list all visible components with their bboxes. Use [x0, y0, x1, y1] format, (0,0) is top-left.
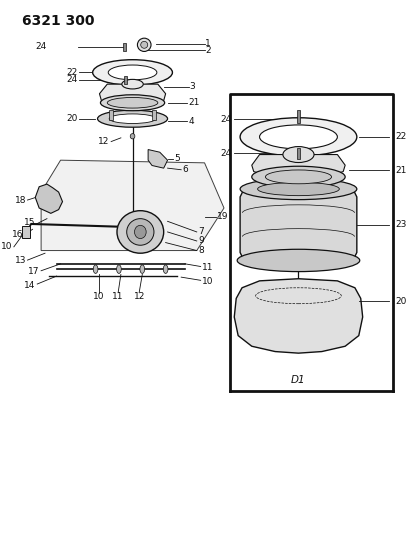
Text: 14: 14 [24, 280, 35, 289]
Ellipse shape [163, 265, 168, 273]
Text: 3: 3 [190, 82, 195, 91]
Text: 21: 21 [188, 98, 200, 107]
Ellipse shape [257, 182, 339, 196]
Ellipse shape [100, 95, 165, 111]
Text: 7: 7 [198, 228, 204, 237]
Ellipse shape [93, 60, 173, 85]
Text: 12: 12 [133, 292, 145, 301]
Text: 13: 13 [15, 256, 27, 264]
Text: 21: 21 [395, 166, 407, 175]
Text: 9: 9 [198, 237, 204, 246]
Text: 6321 300: 6321 300 [22, 14, 94, 28]
Text: 1: 1 [205, 39, 211, 49]
Ellipse shape [140, 265, 144, 273]
Text: 20: 20 [67, 114, 78, 123]
Ellipse shape [108, 65, 157, 80]
Text: 18: 18 [15, 196, 27, 205]
Text: 8: 8 [198, 246, 204, 255]
Polygon shape [234, 279, 363, 353]
Ellipse shape [127, 219, 154, 245]
Ellipse shape [237, 249, 360, 272]
Ellipse shape [107, 98, 158, 108]
Ellipse shape [117, 211, 164, 253]
Ellipse shape [130, 134, 135, 139]
Text: 19: 19 [217, 212, 229, 221]
Ellipse shape [117, 265, 121, 273]
Ellipse shape [252, 166, 345, 188]
Bar [152, 110, 156, 120]
Text: 10: 10 [93, 292, 104, 301]
Ellipse shape [93, 265, 98, 273]
Bar [297, 110, 299, 124]
Bar [123, 43, 126, 51]
Text: 10: 10 [1, 243, 13, 252]
Ellipse shape [137, 38, 151, 52]
Ellipse shape [259, 125, 337, 149]
Bar [297, 148, 299, 159]
Text: 10: 10 [202, 277, 213, 286]
Text: 22: 22 [67, 68, 78, 77]
Polygon shape [41, 160, 224, 251]
Ellipse shape [135, 225, 146, 239]
Polygon shape [148, 150, 168, 168]
Ellipse shape [265, 170, 332, 184]
Text: 15: 15 [24, 219, 35, 228]
Ellipse shape [109, 114, 156, 124]
Text: 12: 12 [98, 137, 109, 146]
Text: 24: 24 [221, 115, 232, 124]
Polygon shape [252, 155, 345, 177]
Text: 24: 24 [35, 43, 47, 52]
Ellipse shape [122, 79, 143, 89]
Ellipse shape [283, 147, 314, 163]
Bar [109, 110, 113, 120]
Text: 4: 4 [188, 117, 194, 126]
Polygon shape [35, 184, 62, 213]
Text: 16: 16 [12, 230, 24, 239]
Text: D1: D1 [291, 375, 306, 385]
Bar [124, 76, 127, 84]
Text: 5: 5 [175, 154, 180, 163]
Text: 24: 24 [221, 149, 232, 158]
Ellipse shape [240, 179, 357, 200]
Text: 22: 22 [395, 132, 406, 141]
Polygon shape [240, 189, 357, 261]
Text: 24: 24 [67, 75, 78, 84]
Text: 17: 17 [28, 268, 39, 276]
Text: 20: 20 [395, 296, 407, 305]
Text: 11: 11 [202, 263, 213, 272]
Bar [22, 225, 30, 238]
Ellipse shape [240, 118, 357, 156]
Ellipse shape [98, 110, 168, 127]
Text: 11: 11 [113, 292, 124, 301]
Ellipse shape [141, 42, 148, 49]
Text: 6: 6 [182, 165, 188, 174]
Polygon shape [100, 84, 166, 105]
Text: 2: 2 [205, 46, 211, 55]
Text: 23: 23 [395, 220, 407, 229]
